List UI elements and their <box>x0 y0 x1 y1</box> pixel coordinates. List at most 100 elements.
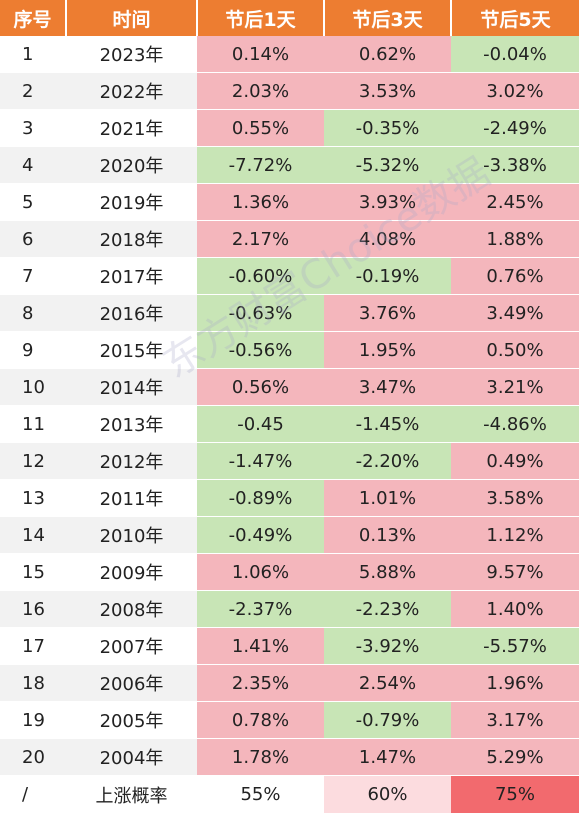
row-year: 2023年 <box>66 36 197 73</box>
row-day3: 3.76% <box>324 294 451 332</box>
row-seq: 3 <box>0 109 66 147</box>
row-day1: 0.14% <box>197 36 324 73</box>
row-seq: 7 <box>0 257 66 295</box>
row-year: 2004年 <box>66 738 197 776</box>
row-day5: 3.02% <box>451 72 579 110</box>
table-row: 17 2007年 1.41% -3.92% -5.57% <box>0 627 579 665</box>
row-day1: 2.03% <box>197 72 324 110</box>
row-day1: -2.37% <box>197 590 324 628</box>
row-day5: 5.29% <box>451 738 579 776</box>
row-day1: 2.35% <box>197 664 324 702</box>
row-year: 2005年 <box>66 701 197 739</box>
row-day3: 0.13% <box>324 516 451 554</box>
row-year: 2016年 <box>66 294 197 332</box>
row-year: 2021年 <box>66 109 197 147</box>
row-day3: -2.20% <box>324 442 451 480</box>
row-seq: 11 <box>0 405 66 443</box>
row-day3: -1.45% <box>324 405 451 443</box>
table-row: 4 2020年 -7.72% -5.32% -3.38% <box>0 146 579 184</box>
table-row: 19 2005年 0.78% -0.79% 3.17% <box>0 701 579 739</box>
row-day1: 1.41% <box>197 627 324 665</box>
header-day1: 节后1天 <box>197 0 325 36</box>
row-day3: -0.35% <box>324 109 451 147</box>
row-day5: 3.49% <box>451 294 579 332</box>
header-day5: 节后5天 <box>451 0 579 36</box>
row-seq: 18 <box>0 664 66 702</box>
summary-day5: 75% <box>451 775 579 814</box>
row-year: 2017年 <box>66 257 197 295</box>
row-seq: 9 <box>0 331 66 369</box>
row-day5: 1.88% <box>451 220 579 258</box>
header-time: 时间 <box>66 0 198 36</box>
row-day3: 3.93% <box>324 183 451 221</box>
row-year: 2012年 <box>66 442 197 480</box>
row-seq: 20 <box>0 738 66 776</box>
row-day1: -0.45 <box>197 405 324 443</box>
row-day1: -0.56% <box>197 331 324 369</box>
row-seq: 4 <box>0 146 66 184</box>
summary-seq: / <box>0 775 66 814</box>
row-seq: 16 <box>0 590 66 628</box>
row-seq: 8 <box>0 294 66 332</box>
row-day1: -0.49% <box>197 516 324 554</box>
row-day1: -1.47% <box>197 442 324 480</box>
table-row: 11 2013年 -0.45 -1.45% -4.86% <box>0 405 579 443</box>
row-year: 2006年 <box>66 664 197 702</box>
row-day1: 1.36% <box>197 183 324 221</box>
row-day5: 2.45% <box>451 183 579 221</box>
table-row: 16 2008年 -2.37% -2.23% 1.40% <box>0 590 579 628</box>
row-day3: 3.47% <box>324 368 451 406</box>
header-day3: 节后3天 <box>324 0 452 36</box>
table-row: 9 2015年 -0.56% 1.95% 0.50% <box>0 331 579 369</box>
row-day3: 3.53% <box>324 72 451 110</box>
table-row: 10 2014年 0.56% 3.47% 3.21% <box>0 368 579 406</box>
row-seq: 10 <box>0 368 66 406</box>
row-year: 2013年 <box>66 405 197 443</box>
row-day1: 1.78% <box>197 738 324 776</box>
summary-row: / 上涨概率 55% 60% 75% <box>0 775 579 814</box>
row-day5: -3.38% <box>451 146 579 184</box>
row-day3: 5.88% <box>324 553 451 591</box>
row-day5: 0.49% <box>451 442 579 480</box>
table-row: 13 2011年 -0.89% 1.01% 3.58% <box>0 479 579 517</box>
row-day5: 0.76% <box>451 257 579 295</box>
row-day1: 0.55% <box>197 109 324 147</box>
summary-day3: 60% <box>324 775 451 814</box>
summary-label: 上涨概率 <box>66 775 197 814</box>
row-year: 2020年 <box>66 146 197 184</box>
row-day1: -7.72% <box>197 146 324 184</box>
row-day3: 1.95% <box>324 331 451 369</box>
row-day1: -0.63% <box>197 294 324 332</box>
header-row: 序号 时间 节后1天 节后3天 节后5天 <box>0 0 579 36</box>
table-row: 5 2019年 1.36% 3.93% 2.45% <box>0 183 579 221</box>
table-row: 2 2022年 2.03% 3.53% 3.02% <box>0 72 579 110</box>
row-day5: 3.58% <box>451 479 579 517</box>
row-day5: -2.49% <box>451 109 579 147</box>
row-day3: 2.54% <box>324 664 451 702</box>
row-day5: 1.12% <box>451 516 579 554</box>
row-day1: 2.17% <box>197 220 324 258</box>
table-row: 1 2023年 0.14% 0.62% -0.04% <box>0 36 579 73</box>
row-year: 2014年 <box>66 368 197 406</box>
row-day1: 0.56% <box>197 368 324 406</box>
row-day1: -0.89% <box>197 479 324 517</box>
row-year: 2009年 <box>66 553 197 591</box>
row-day5: 3.17% <box>451 701 579 739</box>
row-day5: -0.04% <box>451 36 579 73</box>
row-day3: 4.08% <box>324 220 451 258</box>
row-seq: 19 <box>0 701 66 739</box>
row-day3: -2.23% <box>324 590 451 628</box>
row-day3: -0.19% <box>324 257 451 295</box>
row-seq: 5 <box>0 183 66 221</box>
row-seq: 13 <box>0 479 66 517</box>
row-day3: -0.79% <box>324 701 451 739</box>
table-row: 14 2010年 -0.49% 0.13% 1.12% <box>0 516 579 554</box>
row-seq: 2 <box>0 72 66 110</box>
row-seq: 17 <box>0 627 66 665</box>
row-year: 2022年 <box>66 72 197 110</box>
row-year: 2007年 <box>66 627 197 665</box>
row-year: 2011年 <box>66 479 197 517</box>
row-day3: -3.92% <box>324 627 451 665</box>
table-row: 3 2021年 0.55% -0.35% -2.49% <box>0 109 579 147</box>
